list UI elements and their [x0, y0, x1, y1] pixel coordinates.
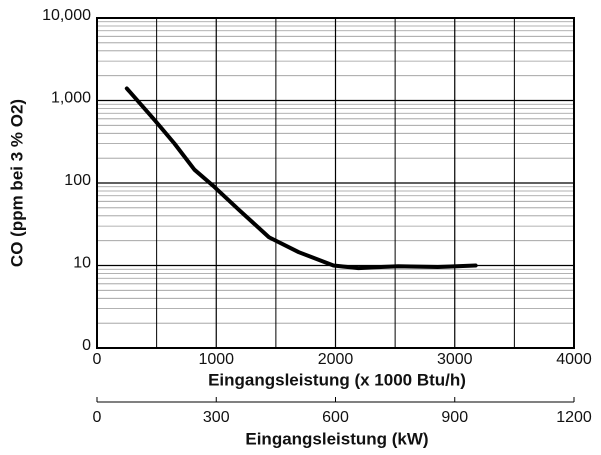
y-axis-title: CO (ppm bei 3 % O2)	[7, 99, 26, 267]
y-tick-label: 10	[73, 255, 91, 272]
x-axis-title: Eingangsleistung (x 1000 Btu/h)	[208, 370, 466, 389]
line	[124, 86, 478, 271]
x2-tick-label: 300	[203, 409, 230, 426]
x2-axis-title: Eingangsleistung (kW)	[245, 429, 428, 448]
x2-tick-label: 1200	[556, 409, 592, 426]
y-tick-label: 10,000	[42, 7, 91, 24]
y-tick-label: 100	[64, 172, 91, 189]
y-tick-label: 1,000	[51, 90, 91, 107]
x2-tick-label: 0	[93, 409, 102, 426]
x2-tick-label: 900	[441, 409, 468, 426]
y-tick-label: 0	[82, 337, 91, 354]
plot-frame	[96, 17, 575, 349]
x-tick-label: 1000	[198, 351, 234, 368]
x-tick-label: 3000	[437, 351, 473, 368]
x2-tick-label: 600	[322, 409, 349, 426]
x-tick-label: 0	[93, 351, 102, 368]
x-tick-label: 4000	[556, 351, 592, 368]
x-tick-label: 2000	[318, 351, 354, 368]
